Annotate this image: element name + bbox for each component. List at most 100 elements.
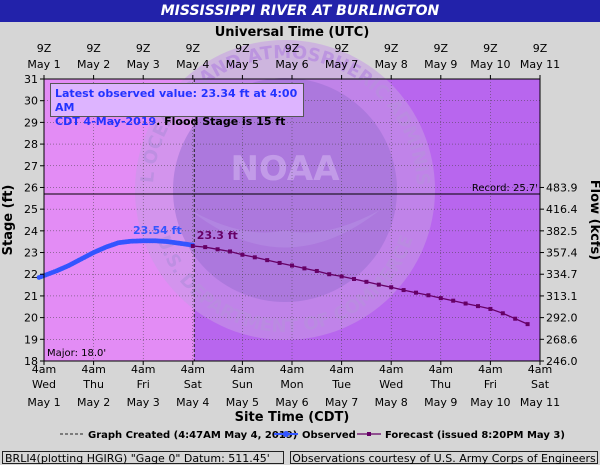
forecast-point [228,249,232,254]
flood-stage-text: . Flood Stage is 15 ft [156,115,286,128]
flow-tick-label: 292.0 [546,312,578,325]
bottom-tick-date: May 3 [127,396,160,409]
bottom-tick-hour: 4am [478,363,502,376]
forecast-first-label: 23.3 ft [197,229,238,242]
bottom-tick-hour: 4am [379,363,403,376]
bottom-tick-date: May 8 [375,396,408,409]
bottom-tick-day: Thu [429,378,451,391]
bottom-tick-day: Sun [232,378,253,391]
top-tick-hour: 9Z [86,42,101,55]
y-tick-label: 29 [24,116,38,129]
forecast-point [240,252,245,257]
top-tick-date: May 8 [375,58,408,71]
forecast-point [290,263,294,268]
flow-tick-label: 382.5 [546,225,578,238]
watermark-noaa-text: NOAA [230,149,340,189]
forecast-point [488,306,493,311]
forecast-point [389,285,394,290]
forecast-point [401,288,406,293]
top-tick-hour: 9Z [434,42,449,55]
y-tick-label: 23 [24,247,38,260]
major-stage-label: Major: 18.0' [47,348,106,359]
top-tick-hour: 9Z [483,42,498,55]
bottom-tick-day: Tue [331,378,351,391]
y-tick-label: 27 [24,160,38,173]
y-tick-label: 20 [24,312,38,325]
forecast-point [265,258,270,263]
top-tick-hour: 9Z [285,42,300,55]
forecast-point [302,266,307,271]
forecast-point [525,322,530,327]
top-tick-date: May 3 [127,58,160,71]
bottom-tick-day: Sat [531,378,550,391]
forecast-point [500,311,505,316]
chart-title: MISSISSIPPI RIVER AT BURLINGTON [0,0,600,22]
bottom-tick-day: Sat [184,378,203,391]
top-tick-date: May 7 [325,58,358,71]
forecast-point [252,255,257,260]
bottom-tick-day: Wed [32,378,56,391]
top-tick-date: May 9 [424,58,457,71]
watermark-inner-disc [173,78,397,302]
y-tick-label: 21 [24,290,38,303]
bottom-tick-hour: 4am [131,363,155,376]
top-tick-date: May 6 [275,58,308,71]
flow-tick-label: 268.6 [546,333,578,346]
bottom-tick-hour: 4am [230,363,254,376]
top-tick-date: May 4 [176,58,209,71]
forecast-point [339,274,344,279]
top-tick-date: May 10 [470,58,510,71]
bottom-tick-date: May 1 [27,396,60,409]
bottom-tick-hour: 4am [81,363,105,376]
observed-peak-label: 23.54 ft [133,224,182,237]
bottom-axis-title: Site Time (CDT) [235,410,350,425]
y-tick-label: 28 [24,138,38,151]
credit-footer: Observations courtesy of U.S. Army Corps… [290,451,598,465]
bottom-tick-hour: 4am [280,363,304,376]
legend-forecast-label: Forecast (issued 8:20PM May 3) [385,430,565,441]
left-axis-title: Stage (ft) [1,185,16,256]
top-tick-hour: 9Z [334,42,349,55]
forecast-point [376,282,381,287]
datum-footer: BRLI4(plotting HGIRG) "Gage 0" Datum: 51… [2,451,284,465]
bottom-tick-hour: 4am [181,363,205,376]
top-tick-hour: 9Z [136,42,151,55]
forecast-point [215,247,220,252]
forecast-point [451,298,456,303]
y-tick-label: 30 [24,95,38,108]
flow-tick-label: 313.1 [546,290,578,303]
record-stage-label: Record: 25.7' [472,183,538,194]
y-tick-label: 24 [24,225,38,238]
bottom-tick-day: Fri [484,378,497,391]
y-tick-label: 25 [24,203,38,216]
forecast-point [438,296,443,301]
forecast-point [513,316,518,321]
bottom-tick-hour: 4am [32,363,56,376]
legend-observed-marker [283,431,289,437]
top-tick-date: May 2 [77,58,110,71]
latest-observation-date: CDT 4-May-2019 [55,115,157,128]
forecast-point [364,279,369,284]
forecast-point [414,290,418,295]
forecast-point [203,245,208,250]
forecast-line [192,245,528,325]
bottom-tick-date: May 2 [77,396,110,409]
top-tick-hour: 9Z [384,42,399,55]
bottom-tick-date: May 9 [424,396,457,409]
bottom-tick-date: May 11 [520,396,560,409]
bottom-tick-date: May 5 [226,396,259,409]
bottom-tick-day: Wed [379,378,403,391]
flow-tick-label: 357.4 [546,247,578,260]
latest-observation-line1: Latest observed value: 23.34 ft at 4:00 … [55,87,298,114]
top-tick-date: May 1 [27,58,60,71]
bottom-tick-hour: 4am [429,363,453,376]
forecast-point [463,301,468,306]
right-axis-title: Flow (kcfs) [587,180,600,260]
legend-forecast-marker [367,432,371,436]
top-tick-date: May 11 [520,58,560,71]
flow-tick-label: 416.4 [546,203,578,216]
bottom-tick-date: May 10 [470,396,510,409]
bottom-tick-day: Thu [82,378,104,391]
bottom-tick-date: May 4 [176,396,209,409]
